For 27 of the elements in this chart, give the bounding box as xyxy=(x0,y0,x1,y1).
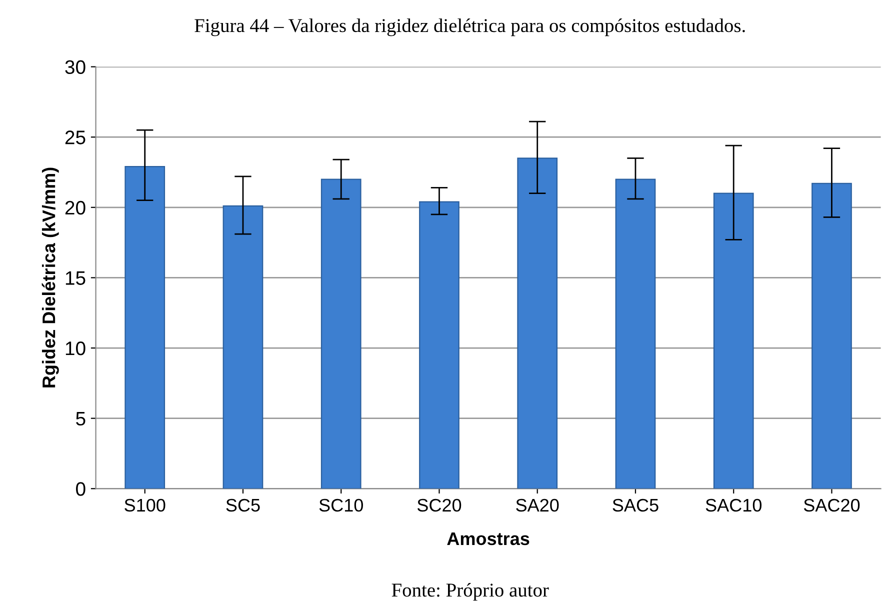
source-note: Fonte: Próprio autor xyxy=(392,582,549,601)
x-tick-label: SC10 xyxy=(319,498,363,512)
bar xyxy=(615,178,656,489)
x-tick-label: SAC5 xyxy=(612,498,658,512)
bar xyxy=(419,201,460,489)
y-tick-label: 15 xyxy=(66,271,86,285)
y-axis-title: Rgidez Dielétrica (kV/mm) xyxy=(42,168,59,388)
y-tick-label: 25 xyxy=(65,130,86,144)
bar xyxy=(713,192,754,489)
x-tick-label: S100 xyxy=(124,498,166,512)
bar xyxy=(222,205,264,489)
y-tick-label: 20 xyxy=(65,200,86,215)
x-tick-label: SAC10 xyxy=(706,498,762,512)
bar xyxy=(124,166,166,489)
bar xyxy=(320,178,362,489)
x-tick-label: SAC20 xyxy=(804,498,860,512)
bar xyxy=(517,158,558,489)
x-axis-title: Amostras xyxy=(447,532,530,546)
x-tick-label: SC5 xyxy=(226,498,260,512)
x-tick-label: SA20 xyxy=(516,498,559,512)
y-tick-label: 30 xyxy=(65,60,86,74)
y-tick-label: 10 xyxy=(66,341,86,356)
y-tick-label: 0 xyxy=(76,482,86,496)
y-tick-label: 5 xyxy=(76,412,86,426)
chart-title: Figura 44 – Valores da rigidez dielétrica para os compósitos estudados. xyxy=(194,18,745,36)
bar xyxy=(812,182,852,489)
x-tick-label: SC20 xyxy=(417,498,462,512)
